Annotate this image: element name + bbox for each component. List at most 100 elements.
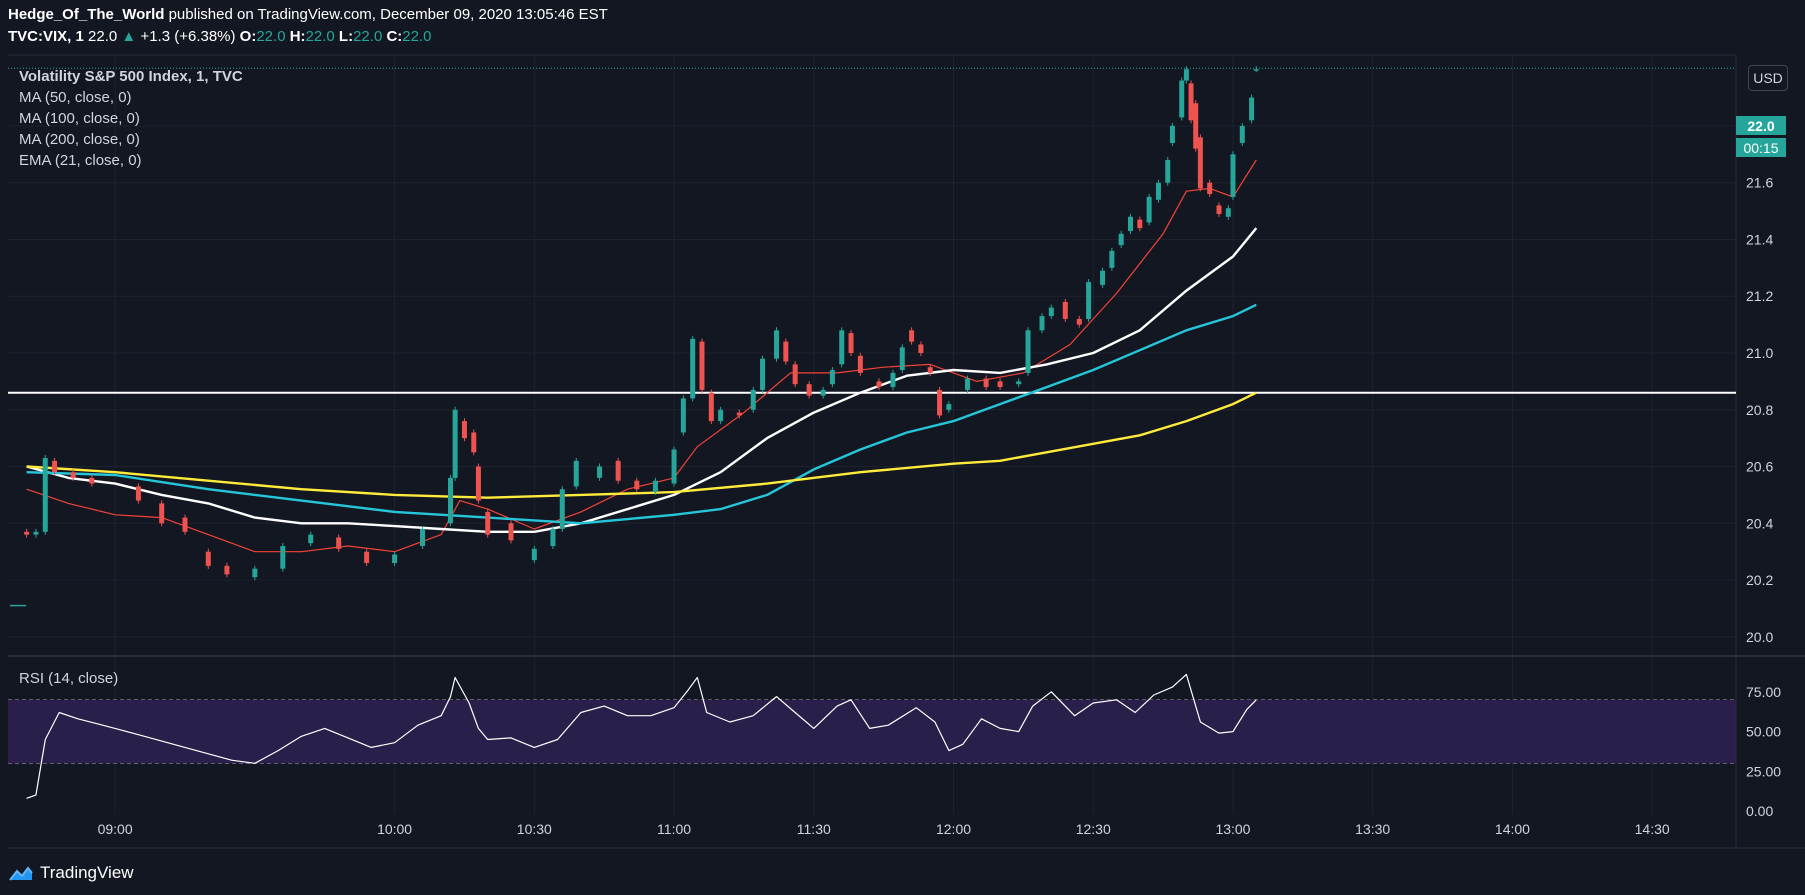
candle [205, 551, 211, 566]
ma100-line [26, 303, 1257, 525]
time-tick-label: 11:00 [657, 821, 691, 837]
candle [1128, 216, 1134, 231]
price-axis[interactable]: 21.821.621.421.221.020.820.620.420.220.0 [1746, 118, 1773, 645]
legend-ma50[interactable]: MA (50, close, 0) [19, 89, 132, 106]
rsi-tick-label: 75.00 [1746, 684, 1781, 700]
candle [671, 449, 677, 484]
rsi-tick-label: 0.00 [1746, 803, 1773, 819]
close-value: 22.0 [402, 28, 432, 45]
candle [1100, 270, 1106, 285]
rsi-axis[interactable]: 75.00 50.00 25.00 0.00 [1746, 684, 1781, 819]
legend-rsi[interactable]: RSI (14, close) [19, 670, 118, 687]
last-price-tag: 22.0 [1736, 116, 1786, 135]
close-label: C: [386, 28, 403, 45]
candle [1118, 233, 1124, 246]
currency-button[interactable]: USD [1748, 65, 1788, 91]
time-tick-label: 10:30 [517, 821, 552, 837]
candle [1197, 137, 1203, 189]
countdown-tag: 00:15 [1736, 138, 1786, 157]
candle [447, 477, 453, 524]
rsi-band [8, 699, 1736, 764]
last-price: 22.0 [88, 28, 118, 45]
candle [699, 341, 705, 390]
price-tick-label: 20.6 [1746, 459, 1773, 475]
candle [280, 545, 286, 569]
candle [927, 367, 933, 373]
candle [573, 460, 579, 487]
candle [52, 460, 58, 473]
candle [848, 333, 854, 353]
candle [135, 486, 141, 501]
author-name[interactable]: Hedge_Of_The_World [8, 6, 165, 23]
candle [1039, 316, 1045, 331]
candle [452, 409, 458, 478]
candle [420, 528, 426, 546]
candle [1207, 182, 1213, 195]
open-label: O: [239, 28, 257, 45]
candle [224, 565, 230, 575]
candle [364, 551, 370, 564]
candle [890, 372, 896, 388]
candle [89, 477, 95, 484]
high-label: H: [289, 28, 306, 45]
candle [820, 389, 826, 396]
candle [485, 511, 491, 535]
legend-ma200[interactable]: MA (200, close, 0) [19, 131, 140, 148]
time-tick-label: 09:00 [98, 821, 133, 837]
price-tick-label: 20.2 [1746, 572, 1773, 588]
candle [1193, 103, 1199, 149]
moving-averages [26, 159, 1258, 553]
brand-name: TradingView [40, 863, 134, 882]
high-value: 22.0 [305, 28, 335, 45]
time-tick-label: 14:30 [1635, 821, 1670, 837]
candle [1155, 182, 1161, 200]
candle [24, 531, 30, 535]
candle [839, 330, 845, 365]
candle [708, 392, 714, 422]
rsi-line [26, 673, 1257, 799]
candle [792, 364, 798, 385]
symbol-label[interactable]: TVC:VIX, 1 [8, 28, 84, 45]
ma200-line [26, 391, 1257, 499]
time-tick-label: 12:30 [1076, 821, 1111, 837]
candle [760, 358, 766, 390]
candle [508, 523, 514, 541]
price-tick-label: 20.4 [1746, 515, 1773, 531]
candle [1146, 196, 1152, 223]
candle [918, 344, 924, 353]
candle [1076, 318, 1082, 325]
publish-info: Hedge_Of_The_World published on TradingV… [8, 6, 608, 23]
time-tick-label: 13:30 [1355, 821, 1390, 837]
time-tick-label: 12:00 [936, 821, 971, 837]
publish-date: published on TradingView.com, December 0… [164, 6, 608, 23]
candles [10, 66, 1259, 607]
candle [634, 480, 640, 490]
price-change: +1.3 (+6.38%) [140, 28, 236, 45]
time-tick-label: 13:00 [1215, 821, 1250, 837]
main-series-title[interactable]: Volatility S&P 500 Index, 1, TVC [19, 68, 243, 85]
candle [652, 480, 658, 493]
candle [829, 370, 835, 385]
candle [159, 503, 165, 524]
candle [615, 460, 621, 481]
low-value: 22.0 [353, 28, 383, 45]
low-label: L: [338, 28, 354, 45]
candle [1230, 154, 1236, 197]
candle [1086, 282, 1092, 319]
candle [857, 355, 863, 373]
legend-ma100[interactable]: MA (100, close, 0) [19, 110, 140, 127]
candle [42, 458, 48, 532]
candle [690, 338, 696, 399]
candle [750, 389, 756, 410]
time-axis[interactable]: 09:00 10:00 10:30 11:00 11:30 12:00 12:30 13:00… [98, 821, 1670, 837]
legend-ema21[interactable]: EMA (21, close, 0) [19, 152, 142, 169]
candle [680, 398, 686, 433]
candle [1025, 330, 1031, 373]
candle [336, 537, 342, 549]
candle [1183, 69, 1189, 81]
tradingview-cloud-icon [9, 866, 33, 881]
horizontal-line[interactable] [8, 67, 1736, 394]
price-tick-label: 21.0 [1746, 345, 1773, 361]
tradingview-logo[interactable]: TradingView [8, 860, 134, 886]
